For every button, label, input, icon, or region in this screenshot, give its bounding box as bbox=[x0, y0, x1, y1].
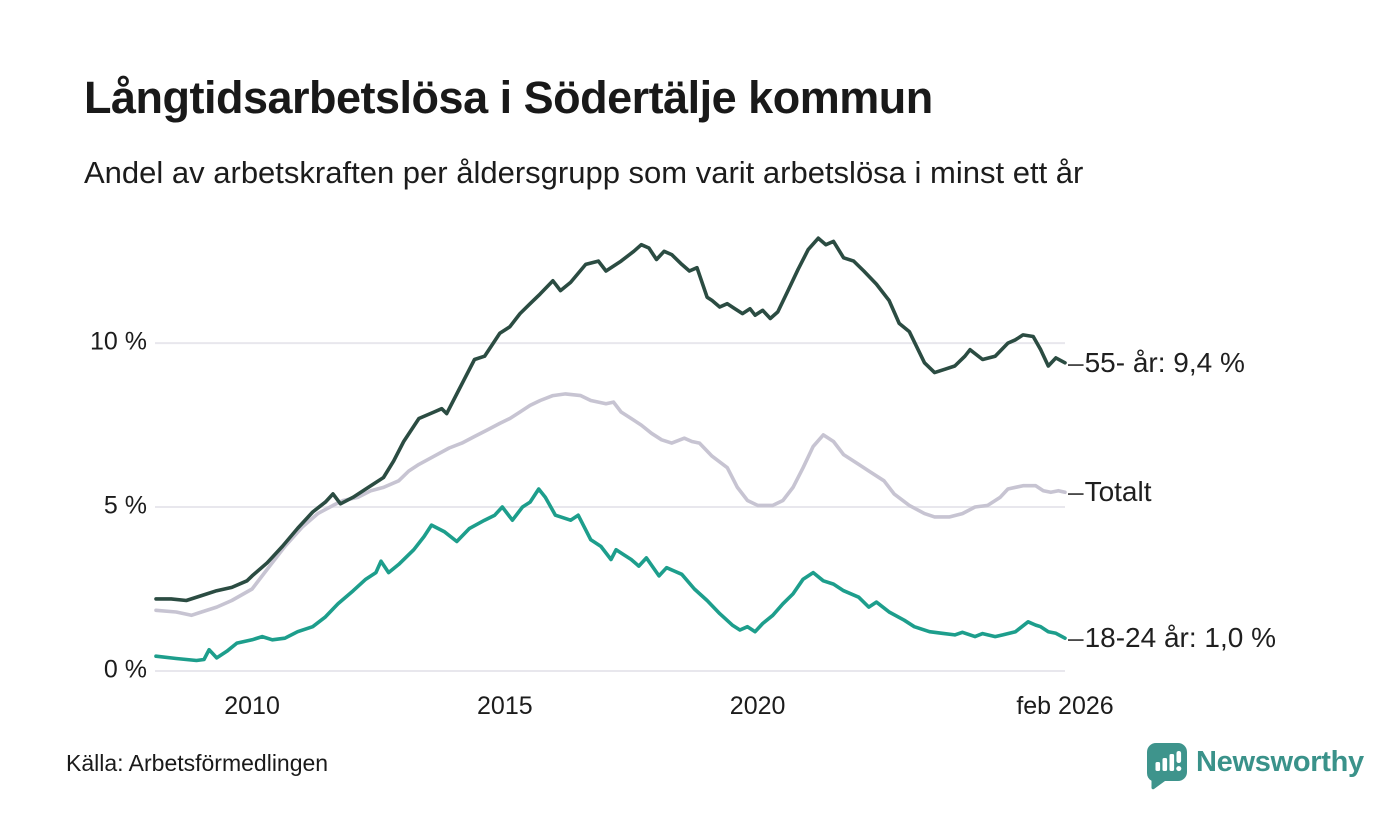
series-end-label-text: 18-24 år: 1,0 % bbox=[1084, 622, 1277, 654]
series-tick-dash: – bbox=[1068, 346, 1084, 378]
y-axis-tick-10: 10 % bbox=[90, 327, 147, 356]
series-end-label-totalt: –Totalt bbox=[1068, 476, 1152, 508]
series-tick-dash: – bbox=[1068, 476, 1084, 508]
series-end-label-55: –55- år: 9,4 % bbox=[1068, 347, 1245, 379]
series-tick-dash: – bbox=[1068, 622, 1084, 654]
y-axis-tick-0: 0 % bbox=[103, 655, 147, 684]
page-subtitle: Andel av arbetskraften per åldersgrupp s… bbox=[84, 155, 1084, 190]
x-axis-tick-feb2026: feb 2026 bbox=[1016, 692, 1114, 720]
series-end-label-1824: –18-24 år: 1,0 % bbox=[1068, 622, 1276, 654]
page-title: Långtidsarbetslösa i Södertälje kommun bbox=[84, 72, 933, 123]
newsworthy-wordmark: Newsworthy bbox=[1196, 746, 1364, 778]
source-note: Källa: Arbetsförmedlingen bbox=[66, 750, 329, 776]
series-end-label-text: Totalt bbox=[1084, 476, 1152, 508]
x-axis-tick-2020: 2020 bbox=[729, 692, 786, 720]
series-line-18-24 år bbox=[154, 487, 1067, 663]
newsworthy-brand: Newsworthy bbox=[1147, 742, 1364, 790]
series-line-55- år bbox=[154, 236, 1067, 603]
y-axis-tick-5: 5 % bbox=[103, 491, 147, 520]
series-line-Totalt bbox=[154, 392, 1067, 618]
x-axis-tick-2010: 2010 bbox=[224, 692, 280, 720]
x-axis-tick-2015: 2015 bbox=[477, 692, 533, 720]
series-end-label-text: 55- år: 9,4 % bbox=[1084, 346, 1245, 378]
newsworthy-logo-icon bbox=[1147, 742, 1187, 789]
